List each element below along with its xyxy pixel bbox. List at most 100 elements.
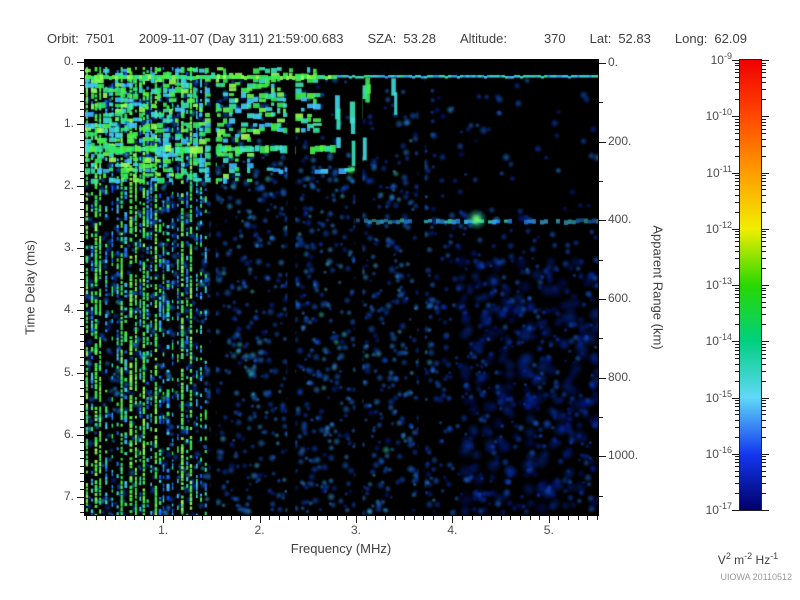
left-tick — [80, 155, 84, 157]
left-tick — [80, 279, 84, 281]
right-tick — [599, 299, 606, 301]
colorbar-minor-tick — [735, 245, 739, 247]
x-tick — [211, 516, 213, 520]
colorbar-decade-label: 10-11 — [706, 163, 732, 180]
x-tick — [249, 516, 251, 520]
x-tick — [307, 516, 309, 520]
x-tick — [404, 516, 406, 520]
colorbar-minor-tick — [762, 234, 766, 236]
colorbar-minor-tick — [735, 307, 739, 309]
x-tick — [452, 516, 454, 523]
colorbar-minor-tick — [735, 234, 739, 236]
colorbar-minor-tick — [735, 189, 739, 191]
colorbar-minor-tick — [735, 99, 739, 101]
right-minor-tick — [599, 102, 603, 104]
colorbar-minor-tick — [735, 124, 739, 126]
colorbar-minor-tick — [762, 287, 766, 289]
colorbar-minor-tick — [735, 175, 739, 177]
x-tick — [124, 516, 126, 520]
x-tick — [462, 516, 464, 520]
left-tick-label: 4. — [63, 302, 74, 317]
x-tick — [134, 516, 136, 520]
colorbar-minor-tick — [735, 483, 739, 485]
colorbar-minor-tick — [735, 476, 739, 478]
colorbar-minor-tick — [735, 181, 739, 183]
colorbar-minor-tick — [762, 76, 766, 78]
colorbar-minor-tick — [735, 287, 739, 289]
colorbar-decade-label: 10-17 — [705, 501, 732, 517]
right-tick-label: 600. — [608, 291, 632, 306]
left-tick — [77, 496, 84, 498]
left-tick — [80, 170, 84, 172]
x-tick — [327, 516, 329, 520]
left-tick — [80, 349, 84, 351]
x-tick-label: 2. — [254, 523, 265, 537]
x-tick — [510, 516, 512, 520]
colorbar-decade-label: 10-15 — [705, 388, 732, 405]
right-tick-label: 0. — [608, 55, 619, 69]
left-tick — [80, 325, 84, 327]
x-tick — [192, 516, 194, 520]
left-tick — [80, 85, 84, 87]
right-minor-tick — [599, 417, 603, 419]
colorbar-minor-tick — [762, 476, 766, 478]
colorbar-minor-tick — [762, 201, 766, 203]
colorbar-minor-tick — [762, 402, 766, 404]
colorbar-minor-tick — [735, 406, 739, 408]
colorbar-minor-tick — [762, 462, 766, 464]
left-tick — [80, 512, 84, 514]
colorbar-minor-tick — [762, 241, 766, 243]
left-tick-label: 7. — [63, 488, 74, 503]
left-tick — [80, 100, 84, 102]
right-tick-label: 1000. — [608, 448, 639, 463]
colorbar-minor-tick — [762, 466, 766, 468]
left-tick — [80, 488, 84, 490]
x-tick — [269, 516, 271, 520]
x-tick-label: 4. — [447, 523, 458, 537]
colorbar-decade-label: 10-13 — [705, 276, 732, 292]
colorbar-minor-tick — [762, 231, 766, 233]
colorbar-major-tick — [732, 172, 739, 174]
colorbar-minor-tick — [735, 268, 739, 270]
colorbar-decade-label: 10-9 — [710, 51, 732, 67]
left-tick — [80, 395, 84, 397]
colorbar-minor-tick — [735, 184, 739, 186]
colorbar-minor-tick — [762, 251, 766, 253]
colorbar-minor-tick — [735, 251, 739, 253]
left-tick — [80, 465, 84, 467]
right-tick — [599, 141, 606, 143]
right-minor-tick — [599, 495, 603, 497]
long-label: Long: — [674, 31, 708, 46]
right-tick-label: 800. — [608, 369, 632, 384]
colorbar-major-tick — [762, 341, 769, 343]
x-tick — [481, 516, 483, 520]
left-tick-label: 6. — [63, 426, 74, 441]
colorbar-minor-tick — [762, 82, 766, 84]
watermark: UIOWA 20110512 — [720, 572, 792, 582]
right-minor-tick — [599, 259, 603, 261]
left-tick — [80, 457, 84, 459]
colorbar-major-tick — [732, 397, 739, 399]
x-tick — [548, 516, 550, 523]
colorbar-minor-tick — [735, 211, 739, 213]
right-minor-tick — [599, 338, 603, 340]
colorbar-minor-tick — [735, 358, 739, 360]
colorbar-major-tick — [732, 60, 739, 61]
colorbar-minor-tick — [735, 470, 739, 472]
left-tick — [77, 310, 84, 312]
x-tick — [182, 516, 184, 520]
x-tick — [394, 516, 396, 520]
colorbar-decade-label: 10-10 — [705, 107, 732, 124]
colorbar-minor-tick — [762, 245, 766, 247]
colorbar-minor-tick — [762, 237, 766, 239]
left-tick — [77, 62, 84, 63]
colorbar-minor-tick — [735, 363, 739, 365]
colorbar-minor-tick — [735, 414, 739, 416]
sza-value: 53.28 — [403, 31, 436, 46]
colorbar-minor-tick — [762, 459, 766, 461]
x-tick — [346, 516, 348, 520]
left-tick — [80, 403, 84, 405]
header-orbit: Orbit: 7501 — [47, 31, 115, 46]
left-tick — [80, 442, 84, 444]
